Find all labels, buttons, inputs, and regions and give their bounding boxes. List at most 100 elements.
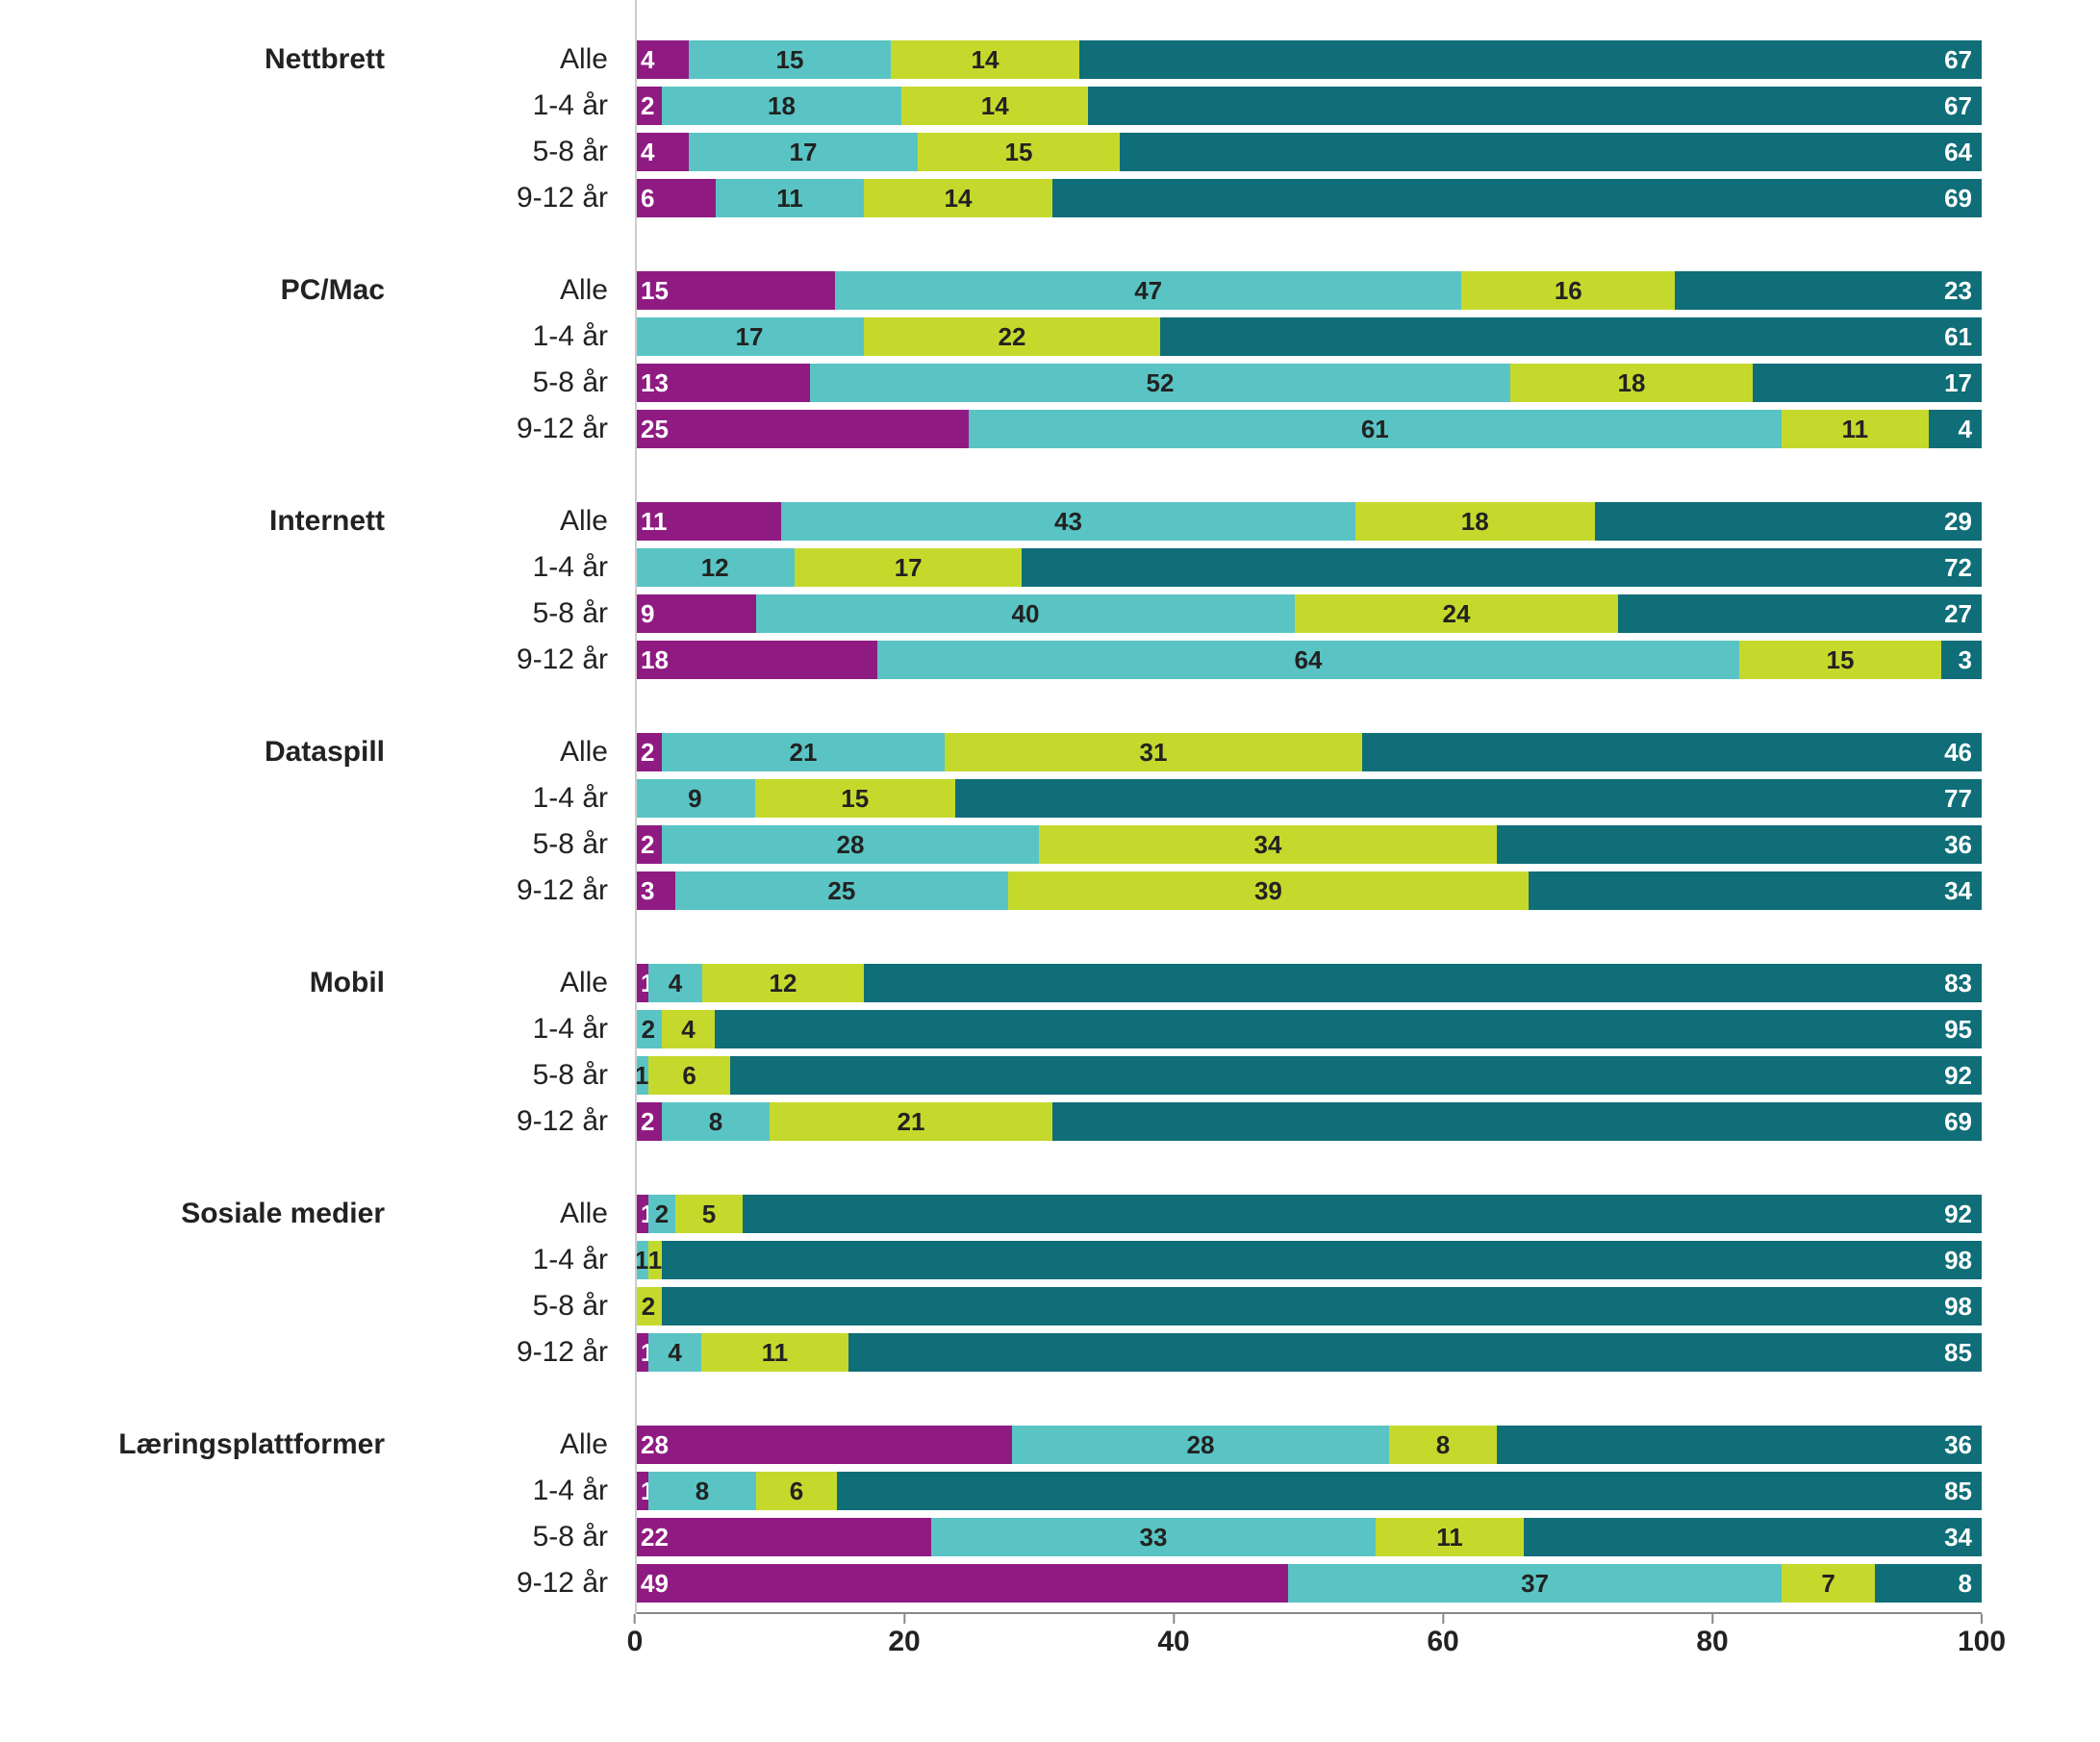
bar-value: 18 bbox=[768, 91, 796, 121]
bar-value: 15 bbox=[635, 276, 669, 306]
bar-value: 77 bbox=[1944, 784, 1982, 814]
bar-value: 2 bbox=[635, 1107, 654, 1137]
bar-value: 22 bbox=[999, 322, 1026, 352]
bar-track: 4171564 bbox=[635, 133, 1982, 171]
bar-segment-s2: 18 bbox=[662, 87, 902, 125]
bar-value: 17 bbox=[895, 553, 923, 583]
chart-row: 9-12 år493778 bbox=[58, 1562, 2042, 1604]
chart-row: 5-8 år2283436 bbox=[58, 823, 2042, 866]
bar-track: 121772 bbox=[635, 548, 1982, 587]
x-tick: 100 bbox=[1958, 1614, 2006, 1658]
group-spacer bbox=[58, 1147, 2042, 1193]
bar-value: 28 bbox=[635, 1430, 669, 1460]
chart-row: InternettAlle11431829 bbox=[58, 500, 2042, 543]
bar-segment-s2: 28 bbox=[662, 825, 1039, 864]
bar-value: 39 bbox=[1254, 876, 1282, 906]
row-label: 5-8 år bbox=[423, 366, 635, 399]
bar-value: 17 bbox=[790, 138, 818, 167]
bar-value: 17 bbox=[736, 322, 764, 352]
bar-segment-s1: 3 bbox=[635, 871, 675, 910]
bar-segment-s3: 15 bbox=[755, 779, 955, 818]
bar-track: 493778 bbox=[635, 1564, 1982, 1603]
group-spacer bbox=[58, 685, 2042, 731]
bar-segment-s4: 3 bbox=[1941, 641, 1982, 679]
bar-value: 61 bbox=[1361, 415, 1389, 444]
bar-value: 12 bbox=[701, 553, 729, 583]
bar-segment-s4: 17 bbox=[1753, 364, 1982, 402]
bar-segment-s4: 92 bbox=[730, 1056, 1982, 1095]
bar-value: 14 bbox=[981, 91, 1009, 121]
bar-segment-s3: 6 bbox=[648, 1056, 730, 1095]
stacked-bar-chart: NettbrettAlle41514671-4 år21814675-8 år4… bbox=[58, 38, 2042, 1670]
row-label: 1-4 år bbox=[423, 89, 635, 122]
bar-value: 98 bbox=[1944, 1246, 1982, 1275]
bar-value: 92 bbox=[1944, 1061, 1982, 1091]
bar-segment-s1: 2 bbox=[635, 825, 662, 864]
bar-segment-s1: 28 bbox=[635, 1426, 1012, 1464]
bar-segment-s4: 77 bbox=[955, 779, 1982, 818]
row-label: 9-12 år bbox=[423, 1336, 635, 1369]
bar-segment-s3: 15 bbox=[918, 133, 1120, 171]
bar-segment-s1: 1 bbox=[635, 1195, 648, 1233]
group-spacer bbox=[58, 916, 2042, 962]
row-label: Alle bbox=[423, 967, 635, 999]
bar-segment-s2: 8 bbox=[662, 1102, 770, 1141]
chart-row: 5-8 år298 bbox=[58, 1285, 2042, 1327]
bar-segment-s3: 2 bbox=[635, 1287, 662, 1325]
bar-segment-s3: 16 bbox=[1461, 271, 1675, 310]
bar-segment-s2: 21 bbox=[662, 733, 945, 771]
row-label: 9-12 år bbox=[423, 182, 635, 215]
row-label: Alle bbox=[423, 505, 635, 538]
bar-value: 61 bbox=[1944, 322, 1982, 352]
chart-row: 9-12 år282169 bbox=[58, 1100, 2042, 1143]
chart-row: PC/MacAlle15471623 bbox=[58, 269, 2042, 312]
bar-value: 40 bbox=[1012, 599, 1040, 629]
x-axis: 020406080100 bbox=[58, 1612, 2042, 1670]
row-label: 5-8 år bbox=[423, 1290, 635, 1323]
bar-segment-s2: 4 bbox=[648, 964, 702, 1002]
bar-value: 43 bbox=[1054, 507, 1082, 537]
bar-segment-s4: 36 bbox=[1497, 1426, 1982, 1464]
bar-segment-s4: 23 bbox=[1675, 271, 1982, 310]
bar-segment-s2: 9 bbox=[635, 779, 755, 818]
bar-value: 12 bbox=[770, 969, 797, 998]
bar-value: 67 bbox=[1944, 45, 1982, 75]
bar-value: 18 bbox=[1618, 368, 1646, 398]
bar-segment-s2: 52 bbox=[810, 364, 1510, 402]
bar-segment-s2: 2 bbox=[635, 1010, 662, 1048]
chart-row: 9-12 år141185 bbox=[58, 1331, 2042, 1374]
bar-track: 915 77 bbox=[635, 779, 1982, 818]
bar-value: 6 bbox=[635, 184, 654, 214]
bar-segment-s1: 13 bbox=[635, 364, 810, 402]
bar-value: 46 bbox=[1944, 738, 1982, 768]
chart-group: LæringsplattformerAlle28288361-4 år18685… bbox=[58, 1424, 2042, 1604]
bar-segment-s1: 9 bbox=[635, 594, 756, 633]
bar-segment-s3: 22 bbox=[864, 317, 1160, 356]
bar-value: 1 bbox=[648, 1246, 662, 1275]
bar-track: 24 95 bbox=[635, 1010, 1982, 1048]
x-tick: 80 bbox=[1696, 1614, 1728, 1658]
bar-segment-s4: 8 bbox=[1875, 1564, 1982, 1603]
bar-segment-s2: 61 bbox=[969, 410, 1783, 448]
chart-row: 1-4 år1198 bbox=[58, 1239, 2042, 1281]
row-label: 1-4 år bbox=[423, 1475, 635, 1507]
chart-row: 5-8 år1692 bbox=[58, 1054, 2042, 1097]
bar-track: 6111469 bbox=[635, 179, 1982, 217]
bar-value: 34 bbox=[1944, 1523, 1982, 1553]
row-label: 1-4 år bbox=[423, 782, 635, 815]
bar-segment-s4: 98 bbox=[662, 1241, 1982, 1279]
row-label: 9-12 år bbox=[423, 644, 635, 676]
bar-value: 11 bbox=[1436, 1523, 1463, 1553]
bar-value: 2 bbox=[655, 1199, 669, 1229]
bar-track: 2283436 bbox=[635, 825, 1982, 864]
chart-row: Sosiale medierAlle12592 bbox=[58, 1193, 2042, 1235]
bar-value: 21 bbox=[898, 1107, 925, 1137]
category-label: Internett bbox=[58, 505, 423, 538]
row-label: 5-8 år bbox=[423, 1521, 635, 1553]
bar-value: 18 bbox=[1461, 507, 1489, 537]
bar-segment-s2: 1 bbox=[635, 1241, 648, 1279]
bar-track: 1352 18 17 bbox=[635, 364, 1982, 402]
bar-value: 95 bbox=[1944, 1015, 1982, 1045]
bar-segment-s3: 4 bbox=[662, 1010, 715, 1048]
bar-segment-s3: 31 bbox=[945, 733, 1362, 771]
